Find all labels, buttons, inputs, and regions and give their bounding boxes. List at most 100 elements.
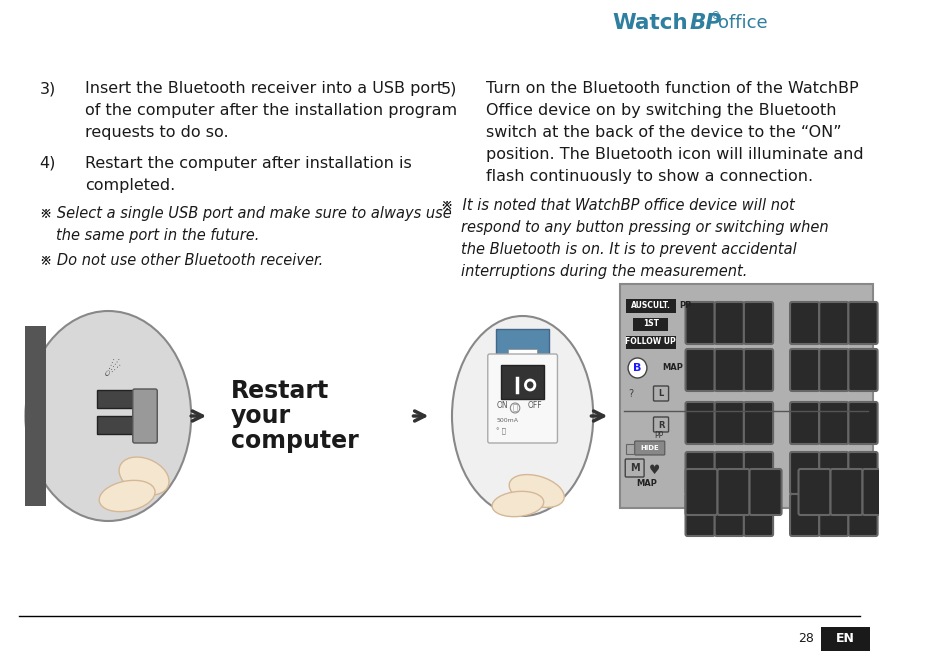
FancyBboxPatch shape xyxy=(819,494,848,536)
Text: the Bluetooth is on. It is to prevent accidental: the Bluetooth is on. It is to prevent ac… xyxy=(462,242,797,257)
FancyBboxPatch shape xyxy=(634,317,668,330)
FancyBboxPatch shape xyxy=(790,349,819,391)
FancyBboxPatch shape xyxy=(686,452,715,494)
Text: position. The Bluetooth icon will illuminate and: position. The Bluetooth icon will illumi… xyxy=(486,147,864,162)
FancyBboxPatch shape xyxy=(715,349,744,391)
FancyBboxPatch shape xyxy=(749,469,782,515)
FancyBboxPatch shape xyxy=(686,469,717,515)
Text: switch at the back of the device to the “ON”: switch at the back of the device to the … xyxy=(486,125,842,140)
Text: 1ST: 1ST xyxy=(643,319,659,329)
FancyBboxPatch shape xyxy=(744,302,773,344)
FancyBboxPatch shape xyxy=(790,452,819,494)
FancyBboxPatch shape xyxy=(626,299,675,313)
FancyBboxPatch shape xyxy=(620,284,873,508)
Text: Watch: Watch xyxy=(612,13,688,33)
Ellipse shape xyxy=(492,491,544,517)
Text: the same port in the future.: the same port in the future. xyxy=(57,228,260,243)
FancyBboxPatch shape xyxy=(819,302,848,344)
Text: flash continuously to show a connection.: flash continuously to show a connection. xyxy=(486,169,813,184)
Text: 4): 4) xyxy=(39,156,56,171)
FancyBboxPatch shape xyxy=(686,402,715,444)
Text: ⦿: ⦿ xyxy=(512,403,518,412)
Text: ☄: ☄ xyxy=(104,362,121,381)
Text: Restart the computer after installation is: Restart the computer after installation … xyxy=(85,156,411,171)
FancyBboxPatch shape xyxy=(848,494,878,536)
Text: office: office xyxy=(717,14,767,32)
Text: ®: ® xyxy=(711,11,720,21)
Text: ♥: ♥ xyxy=(648,463,660,477)
Text: M: M xyxy=(630,463,639,473)
Text: L: L xyxy=(659,389,663,399)
FancyBboxPatch shape xyxy=(626,444,634,454)
Text: AUSCULT.: AUSCULT. xyxy=(631,301,671,310)
FancyBboxPatch shape xyxy=(744,452,773,494)
FancyBboxPatch shape xyxy=(744,349,773,391)
Text: HIDE: HIDE xyxy=(640,445,659,451)
FancyBboxPatch shape xyxy=(488,354,557,443)
FancyBboxPatch shape xyxy=(819,402,848,444)
Text: of the computer after the installation program: of the computer after the installation p… xyxy=(85,103,457,118)
Text: Office device on by switching the Bluetooth: Office device on by switching the Blueto… xyxy=(486,103,836,118)
Text: 28: 28 xyxy=(798,633,814,646)
FancyBboxPatch shape xyxy=(508,349,536,361)
Text: ※  It is noted that WatchBP office device will not: ※ It is noted that WatchBP office device… xyxy=(440,198,794,213)
FancyBboxPatch shape xyxy=(715,402,744,444)
FancyBboxPatch shape xyxy=(848,349,878,391)
FancyBboxPatch shape xyxy=(97,416,134,434)
Ellipse shape xyxy=(452,316,593,516)
Text: FOLLOW UP: FOLLOW UP xyxy=(625,338,676,346)
Ellipse shape xyxy=(119,457,169,495)
FancyBboxPatch shape xyxy=(790,302,819,344)
FancyBboxPatch shape xyxy=(715,302,744,344)
FancyBboxPatch shape xyxy=(819,452,848,494)
FancyBboxPatch shape xyxy=(848,402,878,444)
Ellipse shape xyxy=(509,475,564,508)
Text: ON: ON xyxy=(496,401,508,410)
Ellipse shape xyxy=(25,311,191,521)
Text: MAP: MAP xyxy=(662,364,683,373)
FancyBboxPatch shape xyxy=(25,326,46,506)
FancyBboxPatch shape xyxy=(496,329,549,354)
FancyBboxPatch shape xyxy=(848,302,878,344)
Text: PP: PP xyxy=(679,301,691,311)
FancyBboxPatch shape xyxy=(862,469,895,515)
Circle shape xyxy=(628,358,647,378)
Text: 5): 5) xyxy=(440,81,457,96)
FancyBboxPatch shape xyxy=(634,441,665,455)
FancyBboxPatch shape xyxy=(715,452,744,494)
FancyBboxPatch shape xyxy=(744,402,773,444)
Text: PP: PP xyxy=(654,432,663,440)
FancyBboxPatch shape xyxy=(848,452,878,494)
Text: R: R xyxy=(658,420,664,430)
Text: BP: BP xyxy=(689,13,721,33)
Text: 500mA: 500mA xyxy=(496,418,518,424)
Ellipse shape xyxy=(99,481,155,512)
Text: requests to do so.: requests to do so. xyxy=(85,125,229,140)
Text: EN: EN xyxy=(836,633,855,646)
Text: OFF: OFF xyxy=(527,401,542,410)
FancyBboxPatch shape xyxy=(686,494,715,536)
FancyBboxPatch shape xyxy=(830,469,862,515)
Text: B: B xyxy=(634,363,642,373)
Text: completed.: completed. xyxy=(85,178,175,193)
FancyBboxPatch shape xyxy=(132,389,158,443)
FancyBboxPatch shape xyxy=(819,349,848,391)
Text: Insert the Bluetooth receiver into a USB port: Insert the Bluetooth receiver into a USB… xyxy=(85,81,443,96)
FancyBboxPatch shape xyxy=(790,494,819,536)
Text: interruptions during the measurement.: interruptions during the measurement. xyxy=(462,264,747,279)
FancyBboxPatch shape xyxy=(744,494,773,536)
FancyBboxPatch shape xyxy=(821,627,870,651)
Text: Restart: Restart xyxy=(230,379,329,403)
FancyBboxPatch shape xyxy=(501,365,544,399)
Text: ※ Do not use other Bluetooth receiver.: ※ Do not use other Bluetooth receiver. xyxy=(39,253,323,268)
Text: ?: ? xyxy=(628,389,634,399)
FancyBboxPatch shape xyxy=(717,469,749,515)
FancyBboxPatch shape xyxy=(686,349,715,391)
FancyBboxPatch shape xyxy=(626,336,675,348)
Text: respond to any button pressing or switching when: respond to any button pressing or switch… xyxy=(462,220,829,235)
FancyBboxPatch shape xyxy=(799,469,830,515)
Text: MAP: MAP xyxy=(636,479,658,488)
Text: your: your xyxy=(230,404,291,428)
FancyBboxPatch shape xyxy=(715,494,744,536)
Text: ※ Select a single USB port and make sure to always use: ※ Select a single USB port and make sure… xyxy=(39,206,452,221)
